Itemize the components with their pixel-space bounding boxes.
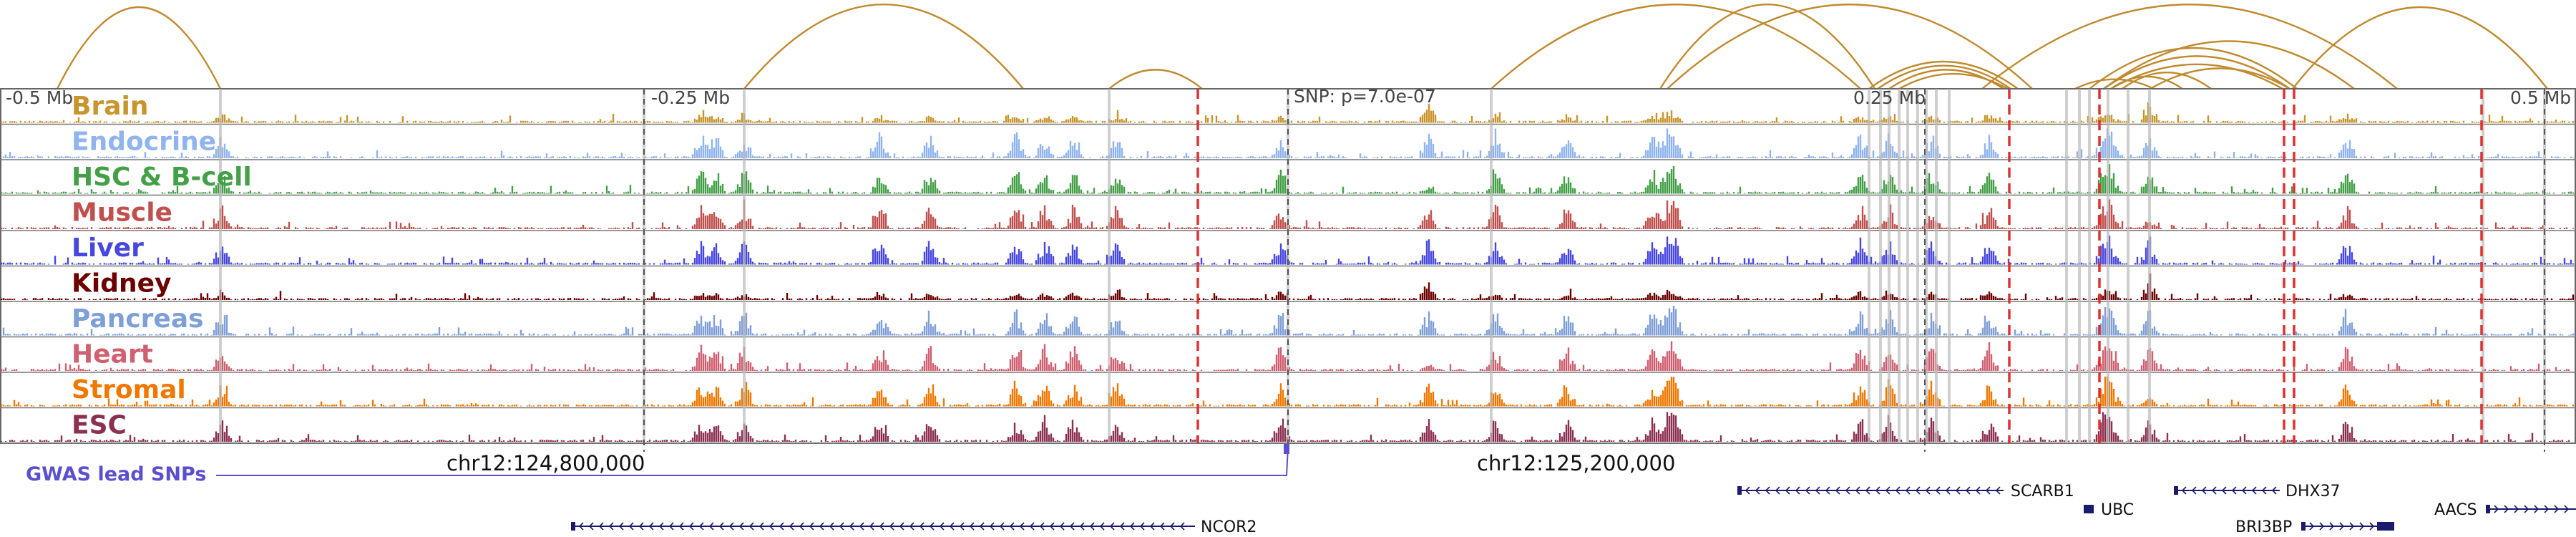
gene-label: BRI3BP [2235, 518, 2292, 536]
gene-dhx37: DHX37 [2174, 483, 2341, 500]
loop-arc [1868, 60, 2019, 90]
gene-exon [2174, 486, 2178, 495]
tick-label-minus-0.5mb: -0.5 Mb [6, 87, 73, 108]
signal-bars [0, 102, 2575, 123]
gene-exon [2486, 505, 2490, 513]
track-labels: Brain Endocrine HSC & B-cell Muscle Liver Kid… [72, 92, 252, 440]
signal-bars [0, 273, 2575, 300]
track-label: HSC & B-cell [72, 163, 252, 192]
gene-label: NCOR2 [1201, 518, 1257, 536]
loop-arc [2122, 72, 2212, 90]
loop-arc [1981, 4, 2398, 90]
loop-arc [1659, 4, 1876, 90]
signal-bars [0, 412, 2570, 442]
signal-bars [0, 341, 2570, 371]
loop-arc [1898, 73, 2009, 90]
gwas-snp-marker [1284, 444, 1289, 454]
gene-label: DHX37 [2285, 483, 2341, 500]
loop-arc [743, 4, 1024, 90]
coord-label-2: chr12:125,200,000 [1477, 451, 1675, 475]
track-esc [0, 412, 2576, 444]
loop-arc [56, 6, 222, 90]
gene-exon [571, 522, 575, 531]
gene-label: AACS [2434, 501, 2477, 519]
tick-label-0.5mb: 0.5 Mb [2510, 87, 2571, 108]
loop-arc [2292, 6, 2548, 90]
tick-label-0.25mb: 0.25 Mb [1853, 87, 1926, 108]
gene-ubc: UBC [2084, 501, 2134, 519]
loop-arc [2074, 78, 2155, 90]
strand-arrows [2494, 505, 2570, 513]
signal-bars [2, 306, 2575, 336]
gene-aacs: AACS [2434, 501, 2576, 519]
gene-exon [2377, 522, 2394, 531]
gwas-connector [216, 446, 1289, 476]
highlight-lines [219, 89, 2546, 452]
signal-bars [0, 236, 2575, 265]
track-label: Endocrine [72, 127, 216, 157]
chromatin-loop-arcs [56, 4, 2548, 90]
loop-arc [2150, 67, 2290, 90]
signal-bars [0, 377, 2575, 407]
track-label: ESC [72, 411, 127, 440]
signal-bars [0, 199, 2575, 229]
loop-arc [2089, 47, 2298, 90]
gene-exon [2084, 505, 2094, 513]
gene-bri3bp: BRI3BP [2235, 518, 2394, 536]
loop-arc [1667, 4, 2033, 90]
strand-arrows [578, 522, 1185, 531]
loop-arc [2103, 40, 2355, 90]
signal-bars [2, 128, 2575, 158]
gwas-label: GWAS lead SNPs [26, 463, 206, 485]
gene-exon [1737, 486, 1742, 495]
gene-label: SCARB1 [2011, 483, 2074, 500]
track-label: Heart [72, 340, 153, 369]
gene-ncor2: NCOR2 [571, 518, 1257, 536]
gene-exon [2301, 522, 2306, 531]
strand-arrows [2181, 486, 2277, 495]
loop-arc [1491, 4, 1861, 90]
snp-marker-lines [1196, 89, 2483, 443]
track-label: Brain [72, 92, 148, 121]
loop-arc [1108, 69, 1203, 90]
loop-arc [2103, 55, 2290, 90]
strand-arrows [2309, 522, 2385, 531]
gene-track: SCARB1 UBC DHX37 AACS NCOR2 BRI3BP [571, 483, 2576, 536]
track-label: Muscle [72, 198, 172, 228]
track-label: Liver [72, 233, 144, 263]
tick-label-minus-0.25mb: -0.25 Mb [651, 87, 730, 108]
track-label: Stromal [72, 375, 186, 405]
track-label: Pancreas [72, 304, 204, 334]
center-snp-label: SNP: p=7.0e-07 [1294, 86, 1436, 107]
track-label: Kidney [72, 269, 172, 299]
strand-arrows [1745, 486, 2001, 495]
coord-label-1: chr12:124,800,000 [447, 451, 645, 475]
gene-scarb1: SCARB1 [1737, 483, 2074, 500]
gene-label: UBC [2101, 501, 2134, 519]
